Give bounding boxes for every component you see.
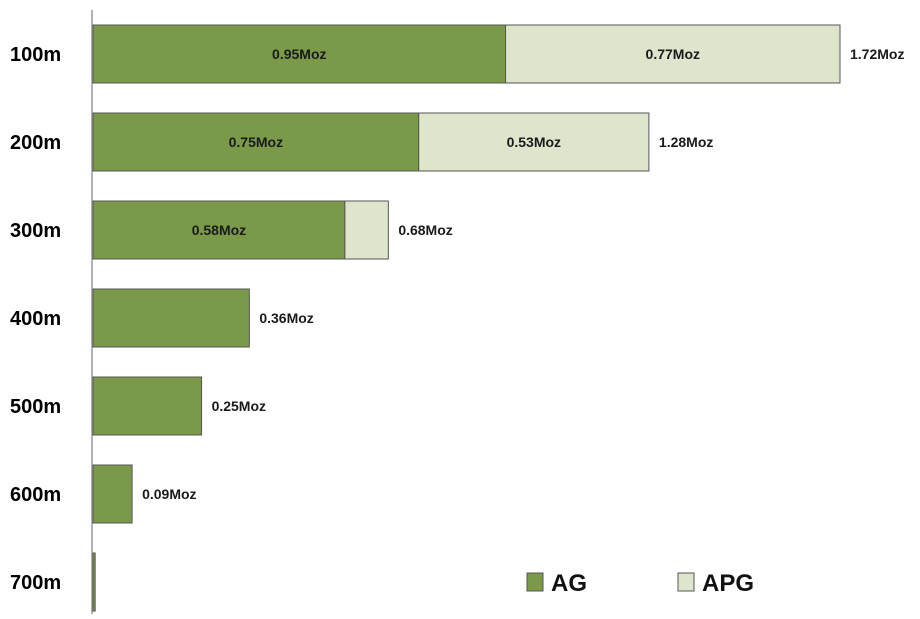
legend-swatch-apg <box>677 572 695 592</box>
category-label: 700m <box>10 572 61 594</box>
category-label: 200m <box>10 132 61 154</box>
legend-label-apg: APG <box>702 570 754 597</box>
total-value-label: 1.72Moz <box>850 46 904 62</box>
bar-ag <box>92 288 250 348</box>
legend: AG APG <box>526 570 754 597</box>
bar-ag <box>92 112 420 172</box>
segment-value-label: 0.75Moz <box>229 134 283 150</box>
bar-ag <box>92 376 203 436</box>
total-value-label: 0.25Moz <box>212 398 266 414</box>
total-value-label: 0.68Moz <box>398 222 452 238</box>
bar-ag <box>92 464 133 524</box>
bar-apg <box>505 24 841 84</box>
bar-apg <box>344 200 389 260</box>
bar-ag <box>92 24 507 84</box>
category-label: 600m <box>10 484 61 506</box>
segment-value-label: 0.77Moz <box>646 46 700 62</box>
legend-swatch-ag <box>526 572 544 592</box>
total-value-label: 1.28Moz <box>659 134 713 150</box>
total-value-label: 0.09Moz <box>142 486 196 502</box>
segment-value-label: 0.95Moz <box>272 46 326 62</box>
category-label: 400m <box>10 308 61 330</box>
category-label: 300m <box>10 220 61 242</box>
total-value-label: 0.36Moz <box>259 310 313 326</box>
bar-apg <box>418 112 650 172</box>
bars-layer: 100m 0.95Moz 0.77Moz 1.72Moz 200m 0.75Moz 0.53… <box>10 24 904 612</box>
segment-value-label: 0.58Moz <box>192 222 246 238</box>
category-label: 100m <box>10 44 61 66</box>
category-label: 500m <box>10 396 61 418</box>
bar-ag <box>92 552 96 612</box>
segment-value-label: 0.53Moz <box>507 134 561 150</box>
legend-label-ag: AG <box>551 570 587 597</box>
